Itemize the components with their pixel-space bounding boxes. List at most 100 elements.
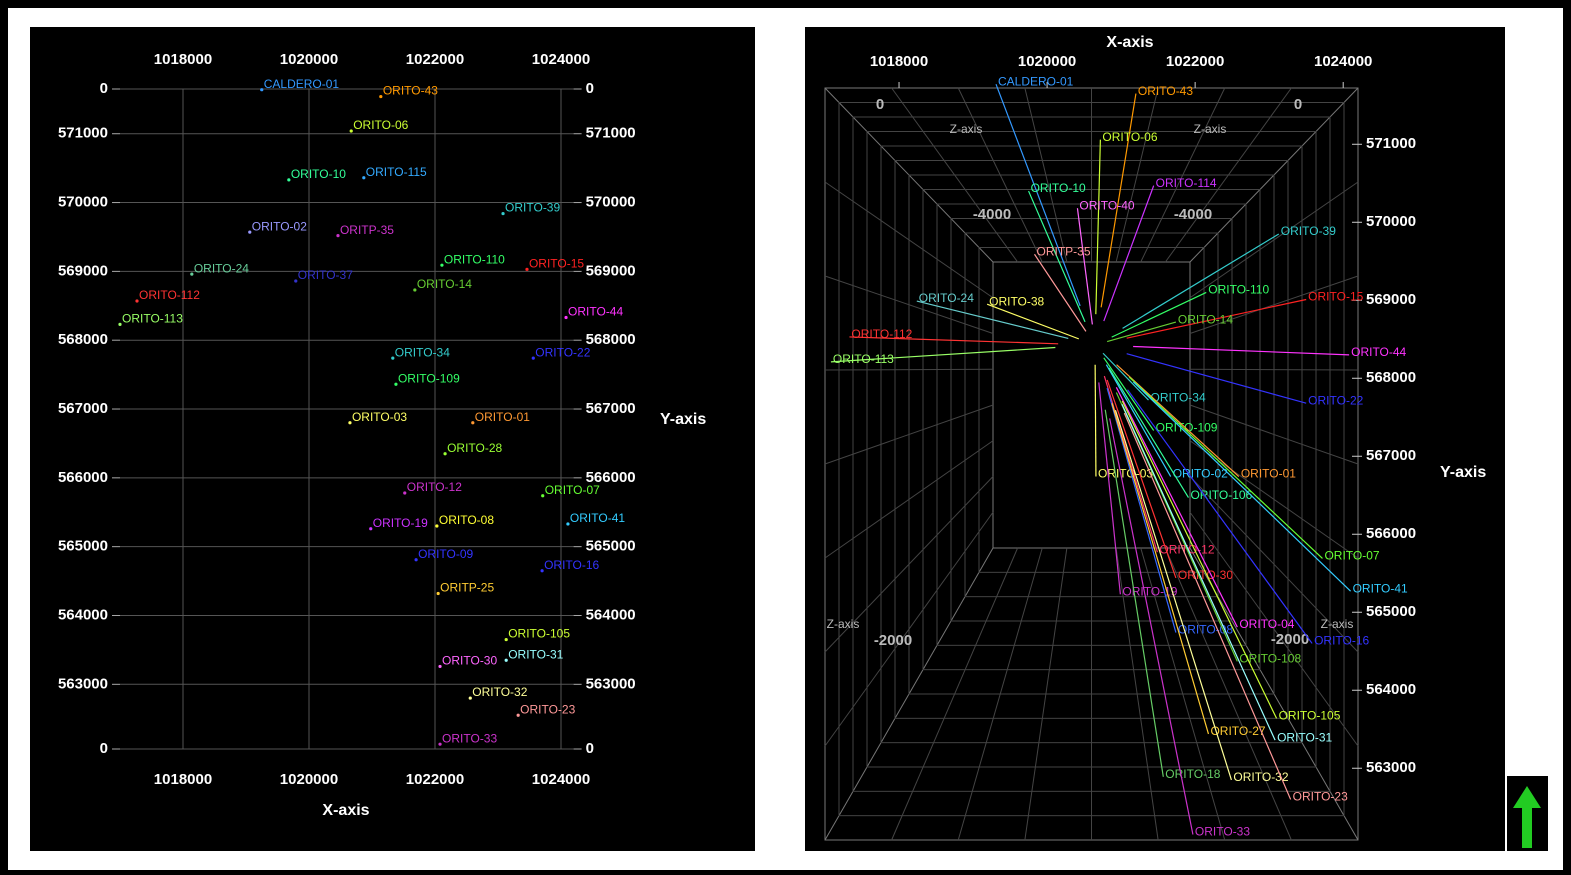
well-trace bbox=[986, 303, 1080, 340]
y-tick-label: 566000 bbox=[586, 469, 636, 486]
well-label: ORITO-23 bbox=[1293, 790, 1348, 804]
well-marker bbox=[394, 382, 398, 386]
y-tick-label: 568000 bbox=[586, 331, 636, 348]
z-tick-label: -4000 bbox=[1174, 206, 1212, 223]
well-marker bbox=[468, 696, 472, 700]
well-label: ORITO-22 bbox=[1308, 393, 1363, 407]
well-trace bbox=[1114, 410, 1232, 781]
y-tick-label: 563000 bbox=[1366, 759, 1416, 776]
well-label: ORITO-06 bbox=[1102, 130, 1157, 144]
floor-grid bbox=[1024, 547, 1068, 841]
x-tick-label: 1018000 bbox=[870, 53, 928, 70]
well-label: ORITO-19 bbox=[1122, 584, 1177, 598]
well-label: ORITP-35 bbox=[1036, 244, 1090, 258]
wall-grid bbox=[824, 511, 994, 747]
y-tick-label: 568000 bbox=[58, 331, 108, 348]
well-label: ORITO-110 bbox=[1208, 283, 1269, 297]
well-marker bbox=[436, 591, 440, 596]
well-label: ORITO-41 bbox=[1353, 581, 1408, 595]
well-marker bbox=[362, 176, 366, 180]
y-tick-label: 571000 bbox=[1366, 135, 1416, 152]
x-tick-label: 1018000 bbox=[154, 771, 212, 788]
wall-grid bbox=[824, 440, 994, 559]
well-label: ORITO-03 bbox=[352, 410, 407, 424]
well-label: ORITO-114 bbox=[1156, 176, 1217, 190]
well-trace bbox=[1104, 409, 1164, 777]
well-marker bbox=[118, 322, 122, 326]
z-tick-label: 0 bbox=[1294, 96, 1302, 113]
well-label: ORITO-19 bbox=[373, 516, 428, 530]
well-trace bbox=[1098, 382, 1121, 595]
well-trace bbox=[1109, 418, 1194, 835]
well-trace bbox=[1094, 364, 1097, 477]
well-label: ORITO-30 bbox=[442, 654, 497, 668]
ceiling-grid bbox=[891, 87, 1019, 263]
floor-grid bbox=[1115, 547, 1159, 841]
wall-grid bbox=[1189, 368, 1359, 371]
well-label: ORITO-28 bbox=[447, 441, 502, 455]
z-tick-label: -4000 bbox=[973, 206, 1011, 223]
well-label: ORITO-112 bbox=[139, 288, 200, 302]
well-trace bbox=[1102, 352, 1149, 401]
well-label: ORITO-108 bbox=[1239, 652, 1301, 666]
x-tick-label: 1024000 bbox=[1314, 53, 1372, 70]
well-trace bbox=[1123, 412, 1292, 800]
x-axis-label: X-axis bbox=[1106, 34, 1153, 51]
well-label: ORITO-112 bbox=[851, 327, 912, 341]
well-marker bbox=[540, 569, 544, 573]
well-label: ORITP-35 bbox=[340, 223, 394, 237]
well-trace bbox=[1116, 364, 1240, 477]
well-marker bbox=[287, 178, 291, 182]
well-label: ORITO-27 bbox=[1210, 724, 1265, 738]
well-trace bbox=[1122, 233, 1280, 329]
well-marker bbox=[135, 299, 139, 303]
well-label: ORITO-15 bbox=[529, 256, 584, 270]
well-label: ORITO-34 bbox=[395, 345, 450, 359]
y-tick-label: 0 bbox=[586, 80, 594, 97]
well-marker bbox=[504, 658, 508, 662]
well-label: ORITP-25 bbox=[440, 581, 494, 595]
z-tick-label: 0 bbox=[876, 96, 884, 113]
x-tick-label: 1020000 bbox=[280, 771, 338, 788]
well-marker bbox=[566, 522, 570, 526]
well-label: ORITO-30 bbox=[1178, 568, 1233, 582]
x-axis-label: X-axis bbox=[322, 802, 369, 819]
well-label: ORITO-10 bbox=[1031, 181, 1086, 195]
well-trace bbox=[995, 84, 1081, 307]
well-trace bbox=[1105, 364, 1172, 477]
well-label: ORITO-39 bbox=[505, 201, 560, 215]
z-tick-label: -2000 bbox=[1271, 631, 1309, 648]
y-tick-label: 565000 bbox=[58, 538, 108, 555]
well-label: ORITO-14 bbox=[1178, 312, 1233, 326]
y-tick-label: 567000 bbox=[1366, 447, 1416, 464]
well-label: ORITO-33 bbox=[1195, 825, 1250, 839]
well-marker bbox=[438, 742, 442, 746]
well-label: CALDERO-01 bbox=[998, 74, 1074, 88]
well-label: ORITO-14 bbox=[417, 277, 472, 291]
well-trace bbox=[916, 300, 1069, 339]
y-tick-label: 565000 bbox=[1366, 603, 1416, 620]
north-arrow bbox=[1513, 786, 1541, 848]
well-label: ORITO-109 bbox=[1156, 421, 1218, 435]
view3d-panel bbox=[805, 27, 1505, 851]
y-tick-label: 0 bbox=[586, 740, 594, 757]
ceiling-grid bbox=[1115, 87, 1159, 263]
y-tick-label: 566000 bbox=[1366, 525, 1416, 542]
well-trace bbox=[1106, 321, 1177, 343]
wall-grid bbox=[1189, 476, 1359, 653]
y-tick-label: 570000 bbox=[586, 194, 636, 211]
floor-grid bbox=[891, 547, 1019, 841]
x-tick-label: 1024000 bbox=[532, 771, 590, 788]
y-axis-label: Y-axis bbox=[1440, 464, 1486, 481]
ceiling-grid bbox=[1164, 87, 1292, 263]
well-marker bbox=[438, 664, 442, 669]
well-trace bbox=[1106, 387, 1177, 633]
well-label: ORITO-32 bbox=[1233, 770, 1288, 784]
y-tick-label: 565000 bbox=[586, 538, 636, 555]
well-label: ORITO-110 bbox=[444, 252, 505, 266]
well-label: ORITO-09 bbox=[418, 547, 473, 561]
well-label: ORITO-04 bbox=[1239, 617, 1294, 631]
x-tick-label: 1022000 bbox=[406, 51, 464, 68]
well-marker bbox=[564, 315, 568, 320]
well-label: ORITO-01 bbox=[1241, 467, 1296, 481]
